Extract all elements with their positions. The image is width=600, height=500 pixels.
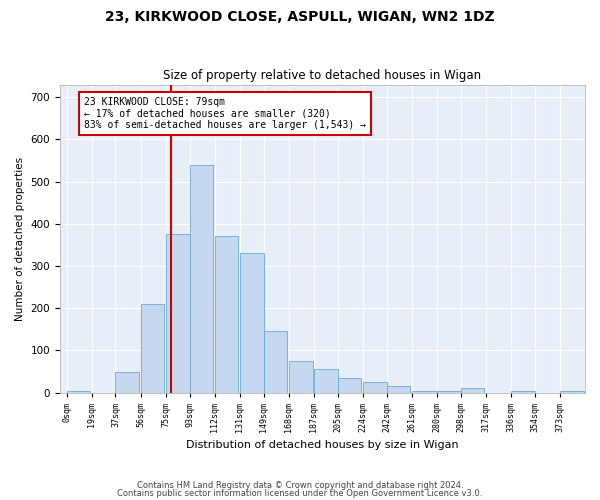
Title: Size of property relative to detached houses in Wigan: Size of property relative to detached ho… [163,69,482,82]
Bar [314,370,338,392]
Bar [67,390,91,392]
X-axis label: Distribution of detached houses by size in Wigan: Distribution of detached houses by size … [186,440,459,450]
Bar [190,164,214,392]
Text: Contains HM Land Registry data © Crown copyright and database right 2024.: Contains HM Land Registry data © Crown c… [137,481,463,490]
Bar [461,388,484,392]
Bar [140,304,164,392]
Bar [289,361,313,392]
Y-axis label: Number of detached properties: Number of detached properties [15,156,25,320]
Bar [263,332,287,392]
Bar [511,390,535,392]
Text: 23, KIRKWOOD CLOSE, ASPULL, WIGAN, WN2 1DZ: 23, KIRKWOOD CLOSE, ASPULL, WIGAN, WN2 1… [105,10,495,24]
Bar [338,378,361,392]
Bar [166,234,190,392]
Bar [386,386,410,392]
Bar [363,382,386,392]
Bar [240,254,263,392]
Text: Contains public sector information licensed under the Open Government Licence v3: Contains public sector information licen… [118,488,482,498]
Bar [560,390,584,392]
Bar [215,236,238,392]
Bar [115,372,139,392]
Bar [412,390,436,392]
Text: 23 KIRKWOOD CLOSE: 79sqm
← 17% of detached houses are smaller (320)
83% of semi-: 23 KIRKWOOD CLOSE: 79sqm ← 17% of detach… [84,97,366,130]
Bar [437,390,461,392]
